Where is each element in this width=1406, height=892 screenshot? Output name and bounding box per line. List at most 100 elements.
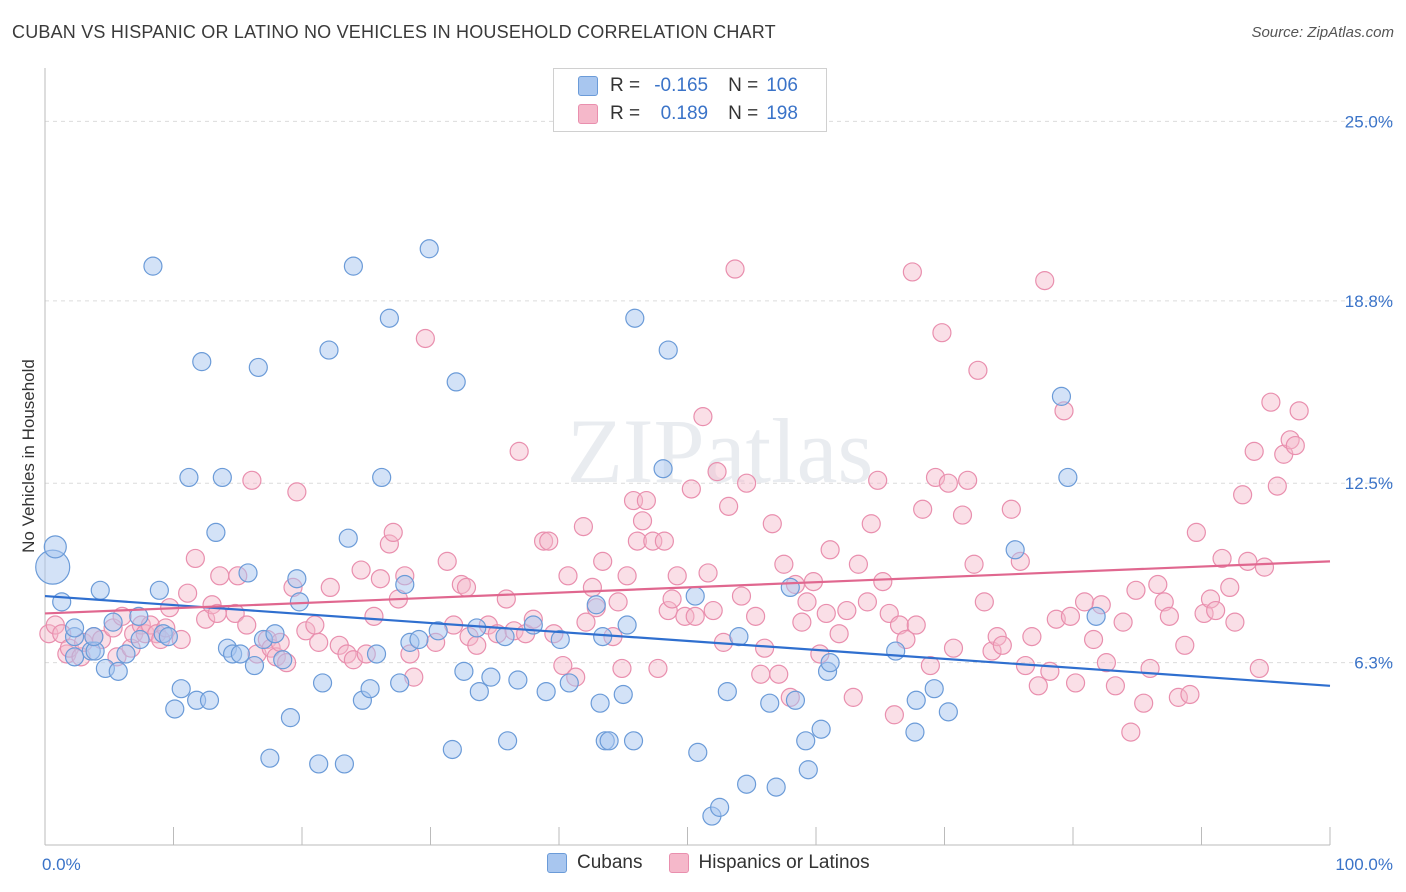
cubans-point <box>395 574 415 595</box>
cubans-point <box>338 528 358 548</box>
cubans-point <box>590 693 610 713</box>
hispanic-point <box>415 328 435 349</box>
y-tick-label: 18.8% <box>1345 292 1393 311</box>
hispanic-point <box>643 531 663 551</box>
hispanic-point <box>943 638 964 658</box>
cubans-point <box>886 641 906 661</box>
hispanic-point <box>185 548 205 569</box>
series-legend: Cubans Hispanics or Latinos <box>547 852 896 874</box>
cubans-point <box>593 627 613 647</box>
legend-label-cubans: Cubans <box>577 852 643 873</box>
cubans-point <box>559 673 579 693</box>
cubans-point <box>108 661 128 681</box>
hispanic-point <box>861 514 881 534</box>
n-value-hispanic: 198 <box>766 103 798 124</box>
cubans-point <box>785 690 806 710</box>
cubans-point <box>52 592 72 612</box>
cubans-point <box>199 690 220 710</box>
cubans-point <box>379 308 399 328</box>
hispanic-point <box>1121 722 1141 742</box>
hispanic-point <box>719 496 739 516</box>
r-label: R = <box>610 103 641 124</box>
cubans-point <box>737 774 757 794</box>
hispanic-point <box>964 554 984 574</box>
cubans-point <box>717 681 737 702</box>
legend-row-cubans: R = -0.165 N = 106 <box>578 73 798 99</box>
hispanic-point <box>1074 592 1095 612</box>
hispanic-point <box>873 572 893 592</box>
cubans-point <box>446 372 466 392</box>
hispanic-point <box>746 606 766 626</box>
hispanic-point <box>884 705 904 725</box>
cubans-point <box>143 256 163 276</box>
hispanic-point <box>658 600 678 621</box>
hispanic-point <box>952 505 973 525</box>
cubans-point <box>481 667 501 687</box>
cubans-point <box>230 644 250 664</box>
hispanic-point <box>703 600 723 621</box>
cubans-point <box>238 563 258 583</box>
cubans-point <box>508 670 528 690</box>
hispanic-point <box>1168 687 1188 707</box>
hispanic-point <box>1280 430 1300 450</box>
hispanic-point <box>1225 612 1245 632</box>
hispanic-point <box>958 470 978 490</box>
hispanic-point <box>351 560 371 580</box>
hispanic-point <box>938 473 958 493</box>
stats-legend: R = -0.165 N = 106 R = 0.189 N = 198 <box>553 68 827 132</box>
hispanic-point <box>1289 401 1309 421</box>
hispanic-point <box>496 589 516 609</box>
cubans-point <box>454 661 474 681</box>
cubans-point <box>158 627 178 647</box>
hispanic-point <box>681 479 701 499</box>
hispanic-point <box>848 554 869 574</box>
cubans-point <box>685 586 705 606</box>
n-value-cubans: 106 <box>766 75 798 96</box>
y-tick-label: 12.5% <box>1345 474 1393 493</box>
hispanic-point <box>792 612 812 632</box>
cubans-point <box>179 467 199 488</box>
hispanic-point <box>539 531 559 551</box>
cubans-point <box>64 647 85 667</box>
hispanic-point <box>467 635 487 655</box>
cubans-point <box>623 731 644 751</box>
cubans-point <box>390 673 410 693</box>
hispanic-point <box>1261 392 1281 412</box>
cubans-point <box>766 777 786 797</box>
cubans-point <box>442 739 462 760</box>
hispanic-point <box>1060 606 1081 626</box>
cubans-point <box>658 340 678 360</box>
cubans-point <box>165 699 185 719</box>
hispanic-point <box>675 606 695 626</box>
y-tick-label: 25.0% <box>1345 112 1393 131</box>
hispanic-point <box>693 407 713 427</box>
hispanic-point <box>974 592 994 612</box>
tick-labels: 6.3% 12.5% 18.8% 25.0% 0.0% 100.0% <box>42 112 1393 874</box>
hispanic-point <box>906 615 926 635</box>
hispanic-point <box>1267 476 1287 496</box>
hispanic-point <box>309 632 329 652</box>
cubans-point <box>149 580 169 600</box>
hispanic-point <box>685 606 705 626</box>
hispanic-point <box>737 473 757 493</box>
cubans-point <box>811 719 831 739</box>
hispanic-point <box>456 577 477 598</box>
cubans-point <box>116 644 136 664</box>
cubans-point <box>130 629 150 650</box>
hispanic-point <box>837 600 857 621</box>
cubans-trend-line <box>44 594 1331 687</box>
y-tick-label: 6.3% <box>1354 654 1393 673</box>
cubans-point <box>372 467 392 488</box>
hispanic-point <box>1159 606 1179 626</box>
hispanic-point <box>1096 653 1117 673</box>
hispanic-point <box>437 551 457 571</box>
cubans-point <box>265 624 285 644</box>
cubans-point <box>103 612 123 632</box>
hispanic-point <box>654 531 674 551</box>
cubans-point <box>309 754 329 774</box>
cubans-point <box>280 708 301 728</box>
legend-row-hispanic: R = 0.189 N = 198 <box>578 101 798 127</box>
cubans-point <box>319 340 339 360</box>
hispanic-point <box>627 531 647 551</box>
